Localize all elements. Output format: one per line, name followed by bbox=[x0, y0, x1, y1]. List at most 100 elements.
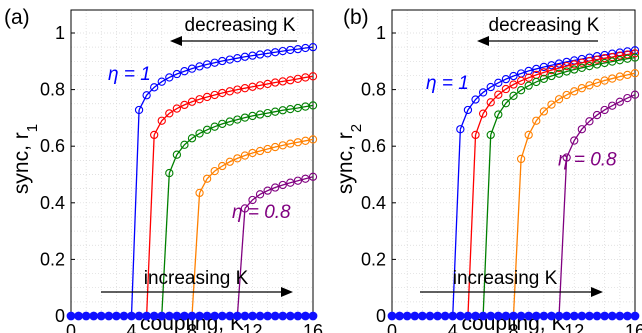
y-tick-label: 0 bbox=[376, 306, 386, 326]
series-point bbox=[623, 54, 632, 63]
increasing-branch-point bbox=[440, 311, 450, 321]
series-point bbox=[218, 56, 227, 66]
series-line bbox=[566, 94, 636, 158]
increasing-branch-point bbox=[547, 311, 556, 321]
series-point bbox=[278, 180, 287, 190]
series-point bbox=[195, 95, 204, 104]
series-point bbox=[554, 69, 564, 78]
series-point bbox=[585, 56, 594, 66]
series-jump-line bbox=[191, 192, 201, 317]
series-point bbox=[255, 190, 265, 199]
y-tick-label: 0.8 bbox=[40, 80, 65, 100]
increasing-branch-point bbox=[195, 311, 204, 321]
increasing-branch-point bbox=[600, 311, 610, 321]
increasing-branch-point bbox=[263, 311, 273, 321]
series-point bbox=[187, 134, 197, 143]
series-jump-line bbox=[482, 134, 492, 317]
series-point bbox=[524, 81, 533, 90]
series-point bbox=[308, 172, 318, 181]
series-point bbox=[570, 65, 579, 74]
increasing-branch-point bbox=[569, 311, 579, 321]
series-jump-line bbox=[145, 134, 155, 317]
increasing-branch-point bbox=[395, 311, 404, 321]
x-tick-label: 8 bbox=[508, 321, 518, 333]
increasing-branch-point bbox=[111, 311, 121, 321]
series-point bbox=[630, 90, 640, 99]
increasing-branch-point bbox=[531, 311, 541, 321]
x-tick-label: 16 bbox=[625, 321, 642, 333]
series-4 bbox=[558, 90, 640, 317]
series-point bbox=[592, 78, 602, 87]
eta-top-label: η = 1 bbox=[108, 64, 151, 85]
increasing-branch-point bbox=[562, 311, 572, 321]
series-jump-line bbox=[512, 158, 522, 317]
series-point bbox=[524, 73, 533, 82]
increasing-branch-point bbox=[592, 311, 602, 321]
increasing-branch-point bbox=[270, 311, 280, 321]
series-point bbox=[547, 100, 556, 109]
series-point bbox=[293, 176, 303, 185]
increasing-branch-point bbox=[308, 311, 318, 321]
series-point bbox=[486, 98, 495, 107]
series-point bbox=[308, 101, 318, 110]
series-point bbox=[478, 109, 488, 118]
series-point bbox=[570, 87, 579, 96]
increasing-branch-point bbox=[149, 311, 159, 321]
series-point bbox=[271, 142, 280, 152]
series-0 bbox=[130, 43, 318, 317]
increasing-branch-point bbox=[448, 311, 458, 321]
series-point bbox=[165, 73, 174, 82]
series-point bbox=[554, 63, 564, 73]
decreasing-k-label: decreasing K bbox=[185, 15, 296, 36]
series-point bbox=[570, 136, 579, 145]
y-axis-label: sync, r2 bbox=[334, 124, 365, 194]
series-point bbox=[180, 100, 189, 110]
panel-label: (a) bbox=[4, 6, 30, 29]
series-point bbox=[195, 62, 204, 71]
series-point bbox=[293, 74, 303, 83]
y-tick-label: 0.6 bbox=[361, 136, 386, 156]
series-point bbox=[248, 148, 257, 158]
series-2 bbox=[161, 101, 318, 317]
increasing-branch-point bbox=[96, 311, 106, 321]
increasing-branch-point bbox=[425, 311, 435, 321]
increasing-branch-point bbox=[164, 311, 174, 321]
increasing-branch-point bbox=[524, 311, 534, 321]
series-point bbox=[172, 104, 182, 113]
series-point bbox=[608, 101, 617, 110]
increasing-branch-point bbox=[585, 311, 594, 321]
series-point bbox=[240, 151, 250, 160]
series-point bbox=[210, 166, 219, 176]
y-tick-label: 0.2 bbox=[361, 249, 386, 269]
series-jump-line bbox=[467, 134, 477, 317]
series-point bbox=[532, 116, 541, 125]
series-point bbox=[240, 204, 250, 213]
series-point bbox=[539, 68, 549, 77]
increasing-branch-point bbox=[66, 311, 76, 321]
series-point bbox=[240, 84, 250, 93]
series-2 bbox=[482, 53, 640, 317]
series-point bbox=[233, 154, 242, 163]
series-point bbox=[180, 67, 189, 76]
grid bbox=[70, 10, 314, 317]
series-point bbox=[271, 107, 280, 116]
series-point bbox=[623, 93, 632, 103]
series-point bbox=[286, 76, 295, 85]
series-point bbox=[509, 91, 518, 100]
series-point bbox=[142, 91, 151, 100]
series-point bbox=[592, 110, 602, 120]
series-point bbox=[456, 125, 465, 134]
series-point bbox=[585, 117, 594, 126]
increasing-branch-point bbox=[433, 311, 442, 321]
series-point bbox=[202, 174, 212, 183]
series-point bbox=[202, 125, 212, 134]
increasing-branch-point bbox=[89, 311, 99, 321]
series-point bbox=[562, 153, 571, 162]
increasing-branch-point bbox=[119, 311, 129, 321]
series-point bbox=[172, 69, 182, 79]
increasing-branch-point bbox=[217, 311, 227, 321]
increasing-branch-point bbox=[202, 311, 212, 321]
increasing-branch-point bbox=[74, 311, 83, 321]
series-point bbox=[577, 125, 586, 134]
